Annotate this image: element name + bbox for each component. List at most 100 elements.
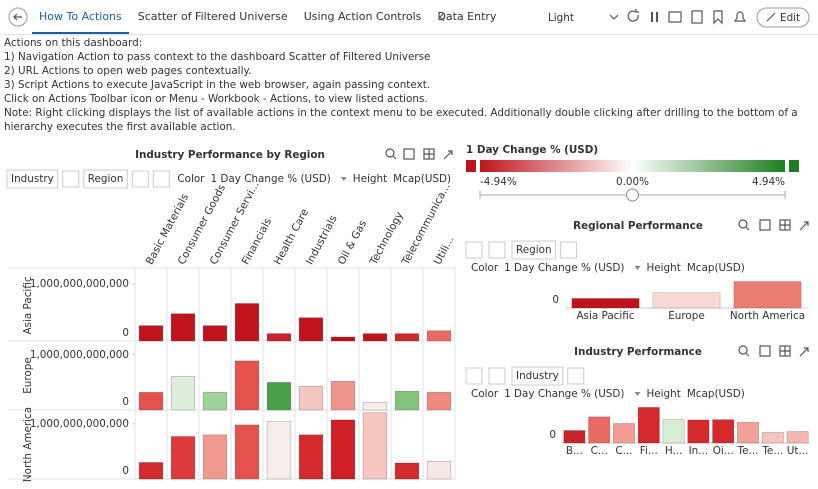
bar[interactable]: [266, 382, 292, 411]
control-icon[interactable]: [465, 367, 483, 385]
bar[interactable]: [234, 424, 260, 480]
bar[interactable]: [394, 333, 420, 342]
slider-knob[interactable]: [626, 188, 639, 202]
bar[interactable]: [170, 313, 196, 342]
control-icon[interactable]: [567, 367, 585, 385]
chart-title: Regional Performance: [573, 220, 703, 232]
x-tick-label: Te...: [737, 445, 759, 457]
bar[interactable]: [737, 422, 759, 444]
bar[interactable]: [394, 462, 420, 480]
bar[interactable]: [202, 325, 228, 342]
bar[interactable]: [330, 419, 356, 480]
bar[interactable]: [202, 392, 228, 411]
x-tick-label: Ut...: [787, 445, 809, 457]
bar[interactable]: [298, 385, 324, 411]
bar[interactable]: [298, 434, 324, 480]
alert-icon[interactable]: [733, 11, 747, 22]
dimension-box[interactable]: [6, 169, 59, 189]
bar[interactable]: [138, 325, 164, 342]
dimension-box[interactable]: [511, 366, 564, 386]
dimension-box[interactable]: [83, 169, 128, 189]
refresh-icon[interactable]: [627, 9, 639, 22]
bar[interactable]: [170, 376, 196, 411]
bar[interactable]: [733, 281, 802, 309]
bar[interactable]: [362, 333, 388, 342]
chart-title: Industry Performance: [574, 346, 702, 358]
bar[interactable]: [426, 461, 452, 480]
bar[interactable]: [652, 292, 721, 309]
row-label: Europe: [22, 357, 34, 394]
bar[interactable]: [170, 436, 196, 480]
dimension-label[interactable]: Region: [88, 173, 124, 185]
color-field[interactable]: 1 Day Change % (USD): [210, 173, 330, 185]
bar[interactable]: [330, 380, 356, 411]
control-icon[interactable]: [465, 241, 483, 259]
bar[interactable]: [571, 298, 640, 309]
dimension-label[interactable]: Industry: [516, 370, 559, 382]
bar[interactable]: [362, 412, 388, 480]
category-label: Oil & Gas: [336, 218, 369, 266]
bookmark-icon[interactable]: [713, 10, 723, 25]
control-icon[interactable]: [131, 170, 149, 188]
tab[interactable]: How To Actions: [32, 0, 129, 34]
height-field[interactable]: Mcap(USD): [687, 388, 745, 400]
dimension-box[interactable]: [511, 240, 557, 260]
bar[interactable]: [266, 421, 292, 480]
snapshot-icon[interactable]: [668, 11, 682, 23]
color-field[interactable]: 1 Day Change % (USD): [504, 262, 624, 274]
bar[interactable]: [298, 317, 324, 342]
bar[interactable]: [426, 392, 452, 411]
bar[interactable]: [637, 407, 660, 444]
bar[interactable]: [786, 431, 809, 444]
bar[interactable]: [687, 419, 710, 444]
description-line: 1) Navigation Action to pass context to …: [4, 51, 431, 63]
y-tick-label: 0: [122, 465, 129, 477]
control-icon[interactable]: [152, 170, 170, 188]
bar[interactable]: [662, 419, 685, 444]
dimension-label[interactable]: Region: [516, 244, 552, 256]
bar[interactable]: [362, 401, 388, 411]
color-label: Color: [471, 388, 499, 400]
height-field[interactable]: Mcap(USD): [393, 173, 451, 185]
bar[interactable]: [712, 419, 735, 444]
tab-scroll[interactable]: [439, 12, 445, 22]
tab[interactable]: Using Action Controls: [303, 10, 422, 23]
control-icon[interactable]: [62, 170, 80, 188]
back-button[interactable]: [8, 7, 28, 27]
tab[interactable]: Scatter of Filtered Universe: [137, 10, 288, 23]
bar[interactable]: [394, 390, 420, 411]
y-tick-label: 0: [122, 327, 129, 339]
back-arrow: [13, 13, 22, 21]
theme-dropdown[interactable]: [609, 14, 619, 20]
pause-icon[interactable]: [651, 12, 658, 22]
color-field[interactable]: 1 Day Change % (USD): [504, 388, 624, 400]
bar[interactable]: [234, 303, 260, 342]
bar[interactable]: [330, 336, 356, 342]
bar[interactable]: [202, 434, 228, 480]
category-label: Financials: [240, 216, 275, 267]
edit-label[interactable]: Edit: [780, 12, 800, 24]
edit-button[interactable]: [756, 7, 810, 28]
tab[interactable]: Data Entry: [437, 10, 497, 23]
control-icon[interactable]: [560, 241, 578, 259]
bar[interactable]: [138, 462, 164, 480]
description-line: Actions on this dashboard:: [4, 37, 143, 49]
x-tick-label: B...: [566, 445, 583, 457]
bar[interactable]: [588, 416, 611, 444]
control-icon[interactable]: [488, 367, 506, 385]
bar[interactable]: [266, 333, 292, 342]
bar[interactable]: [426, 330, 452, 342]
theme-label[interactable]: Light: [548, 12, 574, 24]
control-icon[interactable]: [488, 241, 506, 259]
bar[interactable]: [138, 392, 164, 411]
legend-tick-label: 4.94%: [752, 176, 785, 188]
bar[interactable]: [234, 360, 260, 411]
edit-pencil: [766, 12, 776, 22]
pdf-icon[interactable]: [691, 10, 703, 24]
height-field[interactable]: Mcap(USD): [687, 262, 745, 274]
dimension-label[interactable]: Industry: [11, 173, 54, 185]
bar[interactable]: [761, 432, 784, 444]
bar[interactable]: [613, 423, 635, 444]
bar[interactable]: [563, 430, 586, 444]
